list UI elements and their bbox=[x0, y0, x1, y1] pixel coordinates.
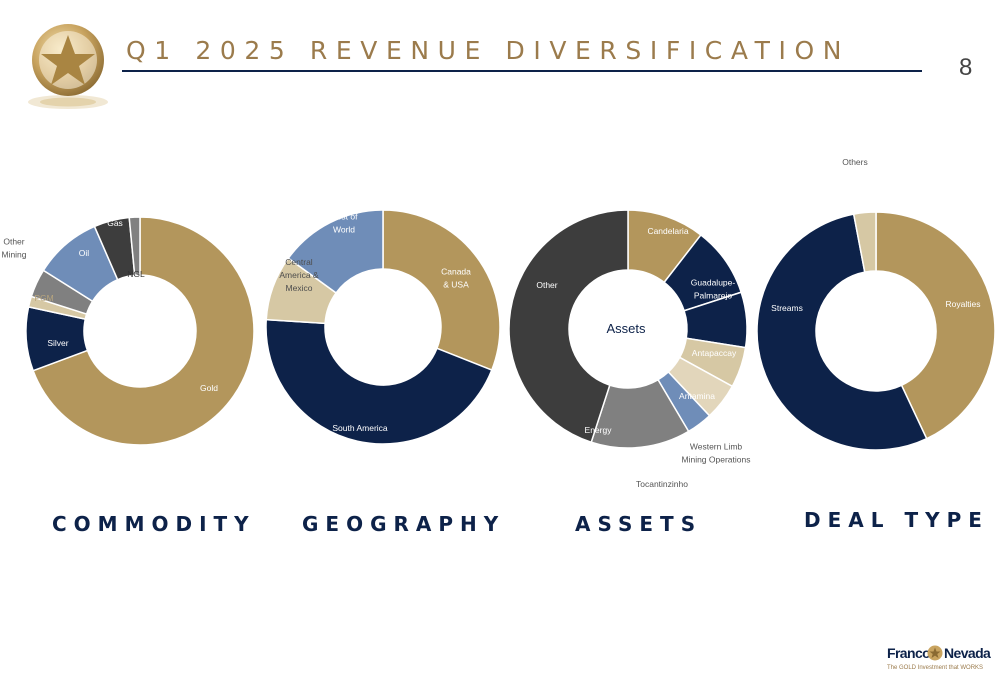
label-central-america-mexico: Central America & Mexico bbox=[279, 257, 319, 293]
label-ngl: NGL bbox=[127, 269, 145, 279]
label-antamina: Antamina bbox=[679, 391, 715, 401]
donut-charts: Gold Silver PGM Other Mining Oil Gas NGL Canada… bbox=[1, 157, 996, 489]
assets-caption: ASSETS bbox=[575, 512, 703, 536]
geography-caption: GEOGRAPHY bbox=[302, 512, 506, 536]
slice-rest-of-world bbox=[287, 209, 384, 294]
label-other: Other bbox=[536, 280, 557, 290]
slice-other bbox=[508, 209, 629, 444]
label-others: Others bbox=[842, 157, 868, 167]
label-silver: Silver bbox=[47, 338, 68, 348]
brand-tagline: The GOLD Investment that WORKS bbox=[887, 665, 984, 671]
label-oil: Oil bbox=[79, 248, 90, 258]
slice-others bbox=[852, 211, 877, 273]
label-guadalupe-palmarejo: Guadalupe-Palmarejo bbox=[691, 278, 736, 301]
label-candelaria: Candelaria bbox=[647, 226, 688, 236]
commodity-donut: Gold Silver PGM Other Mining Oil Gas NGL bbox=[1, 216, 255, 446]
slice-south-america bbox=[265, 318, 493, 445]
label-south-america: South America bbox=[332, 423, 388, 433]
label-pgm: PGM bbox=[34, 293, 53, 303]
franco-nevada-brand: Franco Nevada The GOLD Investment that W… bbox=[885, 645, 991, 675]
brand-star-icon bbox=[927, 645, 943, 661]
label-canada-usa: Canada & USA bbox=[441, 267, 471, 290]
slice-royalties bbox=[875, 211, 996, 440]
label-streams: Streams bbox=[771, 303, 803, 313]
slice-gold bbox=[32, 216, 255, 446]
page-number: 8 bbox=[959, 54, 973, 81]
slice-canada-usa bbox=[382, 209, 501, 372]
assets-donut: Candelaria Guadalupe-Palmarejo Antapaccay A… bbox=[508, 209, 751, 489]
label-gold: Gold bbox=[200, 383, 218, 393]
slice-ngl bbox=[128, 216, 141, 277]
company-logo bbox=[28, 24, 108, 109]
label-royalties: Royalties bbox=[946, 299, 981, 309]
brand-name-right: Nevada bbox=[944, 645, 991, 661]
commodity-caption: COMMODITY bbox=[52, 512, 256, 536]
center-label: Assets bbox=[606, 321, 646, 336]
label-energy: Energy bbox=[585, 425, 613, 435]
brand-name-left: Franco bbox=[887, 645, 931, 661]
label-western-limb-mining-operations: Western Limb Mining Operations bbox=[682, 442, 751, 465]
label-antapaccay: Antapaccay bbox=[692, 348, 737, 358]
label-tocantinzinho: Tocantinzinho bbox=[636, 479, 688, 489]
deal-type-caption: DEAL TYPE bbox=[804, 508, 989, 532]
label-other-mining: Other Mining bbox=[1, 237, 26, 260]
title-underline bbox=[122, 70, 922, 72]
label-rest-of-world: Rest of World bbox=[331, 212, 359, 235]
label-gas: Gas bbox=[107, 218, 123, 228]
deal-type-donut: Royalties Streams Others bbox=[756, 157, 996, 451]
geography-donut: Canada & USA South America Central America &… bbox=[265, 209, 501, 445]
slice-streams bbox=[756, 213, 928, 451]
page-title: Q1 2025 REVENUE DIVERSIFICATION bbox=[126, 36, 851, 65]
